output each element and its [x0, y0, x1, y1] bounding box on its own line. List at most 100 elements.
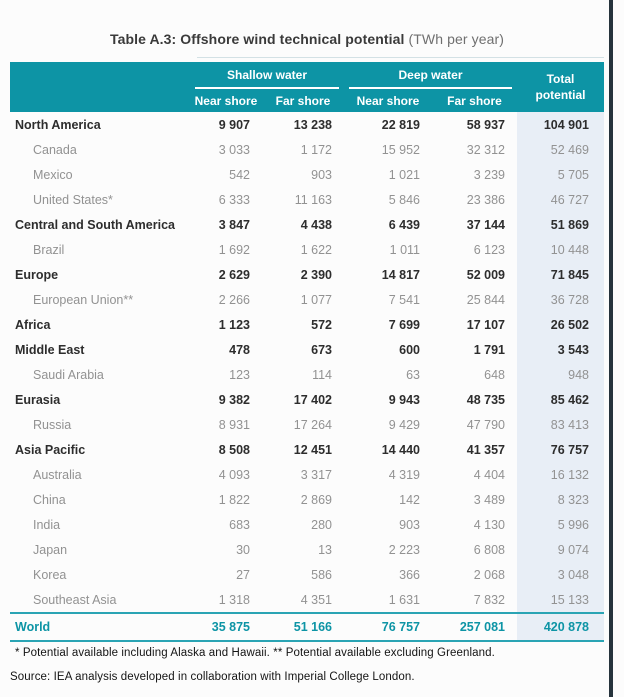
value-cell: 47 790 — [466, 417, 505, 432]
table-row: Middle East 478 673 600 1 791 3 543 — [10, 337, 604, 362]
value-cell: 1 123 — [218, 317, 250, 332]
value-cell: 3 847 — [218, 217, 250, 232]
value-cell: 1 011 — [389, 242, 420, 257]
value-cell: 2 629 — [218, 267, 250, 282]
region-label: Asia Pacific — [15, 442, 86, 457]
source-line: Source: IEA analysis developed in collab… — [10, 671, 415, 683]
value-cell: 17 107 — [466, 317, 505, 332]
value-cell: 52 009 — [466, 267, 505, 282]
value-cell: 2 390 — [300, 267, 332, 282]
world-row: World 35 875 51 166 76 757 257 081 420 878 — [10, 612, 604, 642]
value-cell: 9 429 — [388, 417, 420, 432]
table-header: Shallow water Near shore Far shore Deep … — [10, 62, 604, 112]
value-cell: 6 808 — [473, 542, 505, 557]
value-cell: 4 319 — [388, 467, 420, 482]
value-cell: 478 — [229, 342, 250, 357]
region-label: World — [15, 620, 51, 634]
value-cell: 5 846 — [388, 192, 420, 207]
footnote: * Potential available including Alaska a… — [15, 647, 495, 659]
table-row: Japan 30 13 2 223 6 808 9 074 — [10, 537, 604, 562]
value-cell: 1 021 — [388, 167, 420, 182]
value-cell: 1 791 — [473, 342, 505, 357]
region-label: United States* — [33, 192, 113, 207]
region-label: North America — [15, 117, 101, 132]
value-cell: 4 438 — [300, 217, 332, 232]
total-value-cell: 51 869 — [517, 212, 604, 237]
table-row: Korea 27 586 366 2 068 3 048 — [10, 562, 604, 587]
value-cell: 3 317 — [300, 467, 332, 482]
region-label: Saudi Arabia — [33, 367, 104, 382]
table-row: India 683 280 903 4 130 5 996 — [10, 512, 604, 537]
col-header-near-shore: Near shore — [194, 93, 258, 108]
col-header-total-potential: Total potential — [517, 62, 604, 112]
value-cell: 30 — [236, 542, 250, 557]
total-value-cell: 104 901 — [517, 112, 604, 137]
value-cell: 58 937 — [466, 117, 505, 132]
col-header-far-shore: Far shore — [447, 93, 502, 108]
table-body: North America 9 907 13 238 22 819 58 937 104 … — [10, 112, 604, 612]
value-cell: 22 819 — [381, 117, 420, 132]
region-label: Europe — [15, 267, 59, 282]
value-cell: 9 382 — [218, 392, 250, 407]
value-cell: 1 631 — [388, 592, 420, 607]
value-cell: 1 077 — [300, 292, 332, 307]
value-cell: 13 238 — [293, 117, 332, 132]
table-row: Brazil 1 692 1 622 1 011 6 123 10 448 — [10, 237, 604, 262]
region-label: India — [33, 517, 61, 532]
total-value-cell: 26 502 — [517, 312, 604, 337]
scan-line — [197, 57, 604, 58]
header-group-deep-water: Deep water Near shore Far shore — [344, 62, 517, 112]
value-cell: 6 333 — [218, 192, 250, 207]
total-value-cell: 10 448 — [517, 237, 604, 262]
value-cell: 1 318 — [218, 592, 250, 607]
table-row: Europe 2 629 2 390 14 817 52 009 71 845 — [10, 262, 604, 287]
total-header-line1: Total — [546, 71, 575, 86]
value-cell: 1 622 — [300, 242, 332, 257]
value-cell: 48 735 — [466, 392, 505, 407]
value-cell: 683 — [229, 517, 250, 532]
region-label: Africa — [15, 317, 51, 332]
value-cell: 572 — [311, 317, 332, 332]
value-cell: 7 541 — [388, 292, 420, 307]
value-cell: 35 875 — [211, 620, 250, 634]
region-label: Canada — [33, 142, 77, 157]
total-value-cell: 85 462 — [517, 387, 604, 412]
value-cell: 6 123 — [473, 242, 505, 257]
value-cell: 1 172 — [300, 142, 332, 157]
value-cell: 25 844 — [466, 292, 505, 307]
value-cell: 2 869 — [300, 492, 332, 507]
value-cell: 14 440 — [381, 442, 420, 457]
value-cell: 37 144 — [466, 217, 505, 232]
value-cell: 4 130 — [473, 517, 505, 532]
value-cell: 114 — [312, 367, 332, 382]
total-value-cell: 948 — [517, 362, 604, 387]
table-title-text: Table A.3: Offshore wind technical poten… — [109, 31, 405, 47]
total-value-cell: 5 996 — [517, 512, 604, 537]
table-row: Saudi Arabia 123 114 63 648 948 — [10, 362, 604, 387]
table-row: Central and South America 3 847 4 438 6 439… — [10, 212, 604, 237]
total-value-cell: 15 133 — [517, 587, 604, 612]
value-cell: 17 264 — [293, 417, 332, 432]
total-value-cell: 8 323 — [517, 487, 604, 512]
table-row: North America 9 907 13 238 22 819 58 937 104 … — [10, 112, 604, 137]
value-cell: 76 757 — [381, 620, 420, 634]
table-row: Canada 3 033 1 172 15 952 32 312 52 469 — [10, 137, 604, 162]
deep-water-subheaders: Near shore Far shore — [344, 89, 517, 112]
table-row: Russia 8 931 17 264 9 429 47 790 83 413 — [10, 412, 604, 437]
value-cell: 8 931 — [218, 417, 250, 432]
total-value-cell: 420 878 — [517, 614, 604, 640]
region-label: Australia — [33, 467, 82, 482]
region-label: Central and South America — [15, 217, 175, 232]
shallow-water-subheaders: Near shore Far shore — [190, 89, 344, 112]
world-row-container: World 35 875 51 166 76 757 257 081 420 878 — [10, 612, 604, 642]
value-cell: 648 — [484, 367, 505, 382]
value-cell: 4 351 — [300, 592, 332, 607]
table-row: European Union** 2 266 1 077 7 541 25 844 36 … — [10, 287, 604, 312]
table-row: United States* 6 333 11 163 5 846 23 386 46 7… — [10, 187, 604, 212]
table-row: Eurasia 9 382 17 402 9 943 48 735 85 462 — [10, 387, 604, 412]
value-cell: 366 — [399, 567, 420, 582]
table-row: Mexico 542 903 1 021 3 239 5 705 — [10, 162, 604, 187]
value-cell: 673 — [311, 342, 332, 357]
value-cell: 27 — [236, 567, 250, 582]
